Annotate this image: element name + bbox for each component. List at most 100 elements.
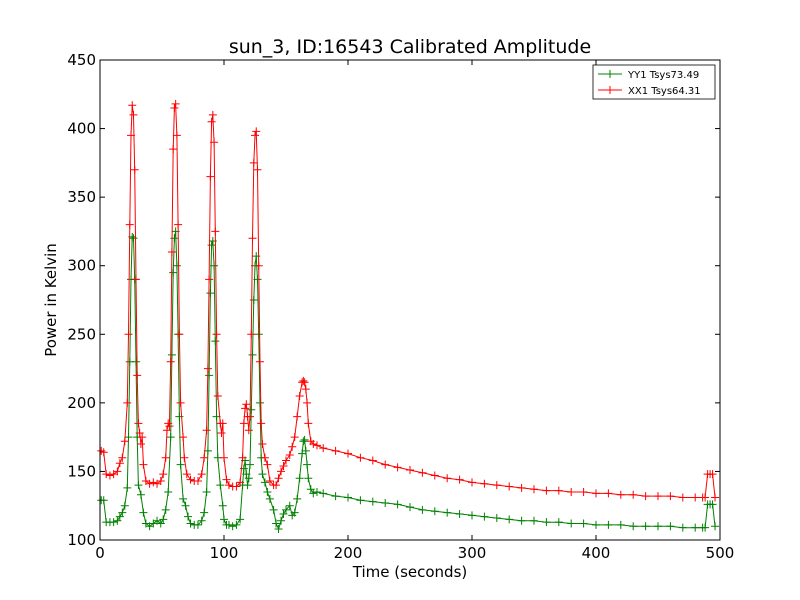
y-tick-label: 200	[67, 394, 96, 412]
series-layer	[97, 99, 720, 534]
data-point	[604, 520, 613, 529]
data-point	[304, 474, 313, 483]
data-point	[249, 158, 258, 167]
data-point	[492, 514, 501, 523]
data-point	[530, 485, 538, 494]
data-point	[430, 471, 439, 480]
data-point	[331, 446, 340, 455]
data-point	[272, 519, 281, 528]
data-point	[257, 419, 266, 428]
data-point	[210, 138, 219, 147]
data-point	[616, 520, 625, 529]
data-point	[616, 490, 625, 499]
data-point	[213, 392, 222, 400]
data-point	[272, 481, 281, 490]
x-tick-label: 300	[458, 544, 487, 562]
data-point	[113, 516, 122, 525]
data-point	[156, 519, 165, 528]
y-tick-label: 400	[67, 120, 96, 138]
data-point	[164, 488, 173, 496]
data-point	[238, 453, 247, 462]
data-point	[243, 481, 252, 490]
data-point	[277, 467, 286, 476]
data-point	[124, 330, 133, 339]
data-point	[124, 433, 133, 442]
data-point	[242, 400, 251, 409]
data-point	[166, 357, 175, 366]
data-point	[604, 489, 613, 498]
data-point	[224, 481, 233, 490]
data-point	[205, 371, 214, 380]
data-point	[131, 357, 140, 366]
data-point	[179, 494, 188, 503]
data-point	[356, 496, 365, 505]
data-point	[592, 520, 600, 529]
data-point	[260, 453, 269, 462]
data-point	[138, 433, 147, 442]
data-point	[102, 470, 111, 479]
data-point	[255, 357, 264, 366]
legend-label: XX1 Tsys64.31	[628, 86, 701, 97]
x-tick-label: 200	[334, 544, 363, 562]
data-point	[274, 474, 283, 483]
data-point	[167, 350, 176, 359]
data-point	[368, 497, 377, 506]
data-point	[197, 516, 206, 525]
data-point	[127, 131, 135, 140]
data-point	[304, 419, 313, 428]
data-point	[220, 515, 228, 524]
data-point	[169, 145, 178, 154]
data-point	[139, 508, 148, 517]
data-point	[202, 426, 211, 435]
data-point	[210, 261, 219, 270]
data-point	[133, 371, 142, 380]
data-point	[182, 470, 191, 479]
data-point	[309, 489, 318, 498]
data-point	[260, 478, 269, 487]
data-point	[701, 493, 710, 502]
data-point	[554, 486, 563, 495]
data-point	[253, 275, 262, 284]
data-point	[468, 478, 476, 487]
data-point	[120, 437, 129, 446]
data-point	[282, 505, 290, 514]
data-point	[629, 522, 638, 531]
data-point	[172, 261, 181, 270]
data-point	[443, 508, 452, 517]
data-point	[180, 453, 189, 462]
data-point	[136, 440, 145, 448]
data-point	[299, 437, 308, 446]
data-point	[176, 460, 185, 469]
data-point	[207, 117, 216, 126]
data-point	[193, 477, 202, 486]
data-point	[128, 101, 137, 110]
y-axis-label: Power in Kelvin	[42, 243, 60, 357]
data-point	[265, 494, 274, 503]
y-tick-label: 300	[67, 257, 96, 275]
data-point	[579, 488, 588, 496]
data-point	[313, 441, 321, 450]
data-point	[313, 488, 321, 496]
data-point	[131, 275, 140, 284]
data-point	[115, 512, 124, 521]
data-point	[282, 456, 290, 465]
data-point	[301, 446, 310, 455]
data-point	[200, 508, 209, 517]
data-point	[211, 337, 220, 346]
chart-title: sun_3, ID:16543 Calibrated Amplitude	[229, 36, 591, 58]
data-point	[654, 522, 662, 531]
data-point	[115, 459, 124, 468]
data-point	[255, 398, 264, 407]
data-point	[381, 460, 390, 469]
legend: YY1 Tsys73.49 XX1 Tsys64.31	[592, 64, 716, 100]
data-point	[166, 433, 175, 442]
data-point	[169, 268, 178, 277]
data-point	[290, 433, 299, 442]
data-point	[236, 515, 245, 524]
data-point	[344, 449, 352, 458]
data-point	[277, 516, 286, 525]
data-point	[641, 492, 650, 501]
data-point	[567, 488, 576, 496]
x-tick-label: 500	[706, 544, 735, 562]
